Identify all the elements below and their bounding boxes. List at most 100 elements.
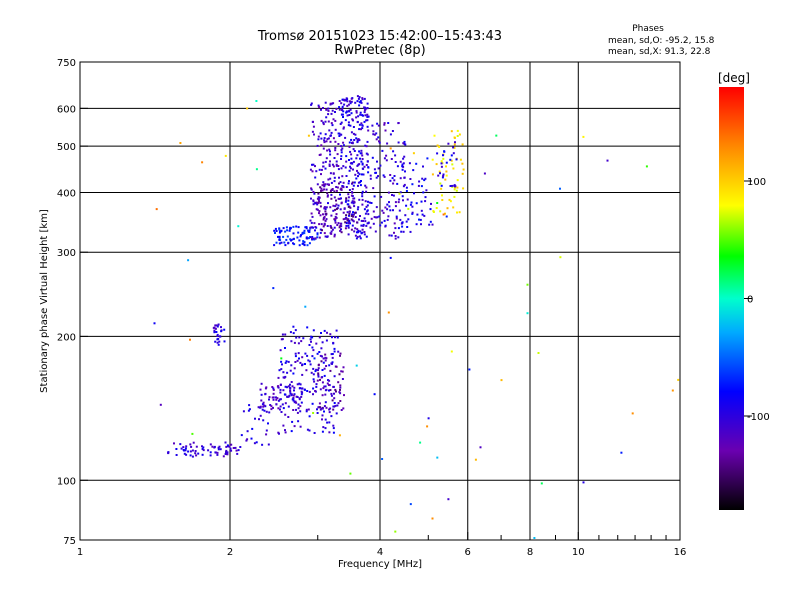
data-point	[391, 130, 394, 132]
data-point	[435, 207, 438, 209]
data-point	[313, 380, 316, 383]
data-point	[322, 361, 325, 364]
data-point	[323, 329, 326, 332]
data-point	[292, 372, 295, 375]
data-point	[335, 329, 338, 332]
data-point	[287, 360, 290, 363]
data-point	[345, 98, 348, 101]
data-point	[365, 145, 368, 148]
data-point	[356, 164, 359, 167]
data-point	[479, 446, 482, 449]
data-point	[358, 104, 361, 107]
data-point	[361, 124, 364, 127]
data-point	[289, 238, 292, 241]
data-point	[358, 96, 361, 99]
data-point	[430, 202, 432, 205]
data-point	[441, 199, 444, 201]
data-point	[320, 189, 322, 192]
data-point	[397, 141, 400, 144]
data-point	[362, 167, 365, 170]
data-point	[201, 453, 204, 456]
data-point	[402, 199, 404, 202]
data-point	[339, 123, 342, 125]
data-point	[280, 360, 283, 363]
data-point	[358, 150, 361, 153]
data-point	[365, 190, 368, 193]
data-point	[350, 228, 353, 231]
data-point	[330, 134, 332, 137]
data-point	[330, 353, 333, 356]
data-point	[345, 199, 348, 202]
data-point	[387, 311, 390, 314]
data-point	[337, 132, 340, 135]
data-point	[360, 232, 363, 235]
data-point	[388, 205, 391, 208]
data-point	[304, 226, 307, 229]
x-axis-ticks: 1 2 4 6 8 10 16	[77, 532, 686, 558]
data-point	[352, 132, 355, 135]
data-point	[441, 176, 444, 179]
data-point	[310, 371, 313, 374]
data-point	[303, 229, 306, 232]
data-point	[366, 107, 369, 110]
data-point	[349, 100, 351, 103]
data-point	[351, 224, 354, 227]
data-point	[211, 445, 214, 448]
data-point	[370, 217, 373, 220]
data-point	[351, 182, 353, 185]
data-point	[187, 450, 190, 453]
data-point	[261, 443, 264, 446]
data-point	[260, 393, 263, 396]
data-point	[290, 381, 293, 383]
data-point	[341, 98, 344, 101]
data-point	[361, 158, 364, 160]
data-point	[352, 119, 354, 122]
data-point	[324, 210, 327, 213]
data-point	[352, 148, 355, 151]
colorbar-tick-label: 0	[747, 295, 753, 306]
grid-lines	[80, 62, 680, 540]
data-point	[284, 429, 286, 432]
data-point	[248, 404, 251, 407]
data-point	[404, 170, 406, 173]
data-point	[347, 196, 350, 199]
data-point	[409, 203, 412, 206]
data-point	[445, 215, 448, 218]
data-point	[226, 444, 229, 447]
data-point	[272, 388, 275, 391]
colorbar	[719, 87, 744, 510]
data-point	[248, 408, 251, 411]
data-point	[394, 201, 397, 204]
data-point	[298, 387, 301, 390]
data-point	[367, 115, 370, 118]
data-point	[306, 326, 309, 329]
data-point	[349, 102, 352, 105]
data-point	[332, 431, 335, 434]
data-point	[269, 404, 272, 406]
data-point	[366, 204, 369, 207]
data-point	[373, 393, 376, 396]
data-point	[354, 211, 357, 214]
data-point	[415, 162, 418, 165]
data-point	[453, 136, 456, 139]
data-point	[330, 232, 333, 235]
data-point	[559, 187, 561, 190]
data-point	[305, 226, 308, 229]
data-point	[334, 128, 337, 131]
data-point	[353, 139, 356, 141]
data-point	[255, 441, 258, 444]
data-point	[406, 198, 409, 201]
data-point	[333, 226, 336, 229]
data-point	[329, 369, 332, 372]
data-point	[317, 372, 320, 375]
data-point	[363, 217, 366, 220]
data-point	[533, 537, 536, 539]
data-point	[347, 226, 350, 229]
data-point	[271, 396, 274, 399]
data-point	[311, 236, 314, 238]
data-point	[340, 228, 342, 231]
data-point	[399, 177, 402, 180]
data-point	[305, 227, 308, 230]
data-point	[331, 336, 333, 339]
data-point	[350, 153, 353, 156]
